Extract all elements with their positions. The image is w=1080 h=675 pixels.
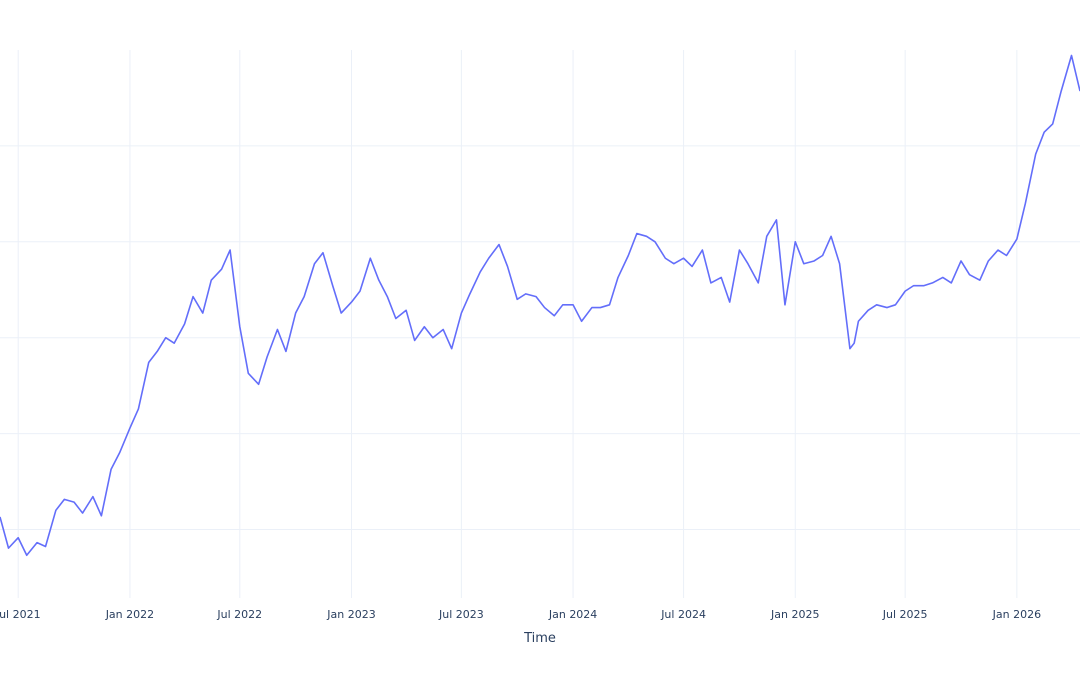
x-tick-labels: Jul 2021 Jan 2022 Jul 2022 Jan 2023 Jul 2023… — [0, 608, 1041, 621]
x-tick-label-0: Jul 2021 — [0, 608, 41, 621]
x-tick-label-4: Jul 2023 — [438, 608, 484, 621]
x-tick-label-5: Jan 2024 — [548, 608, 597, 621]
x-tick-label-1: Jan 2022 — [105, 608, 154, 621]
x-tick-label-8: Jul 2025 — [882, 608, 928, 621]
x-tick-label-3: Jan 2023 — [326, 608, 375, 621]
series-line-0 — [0, 54, 1080, 557]
x-gridlines — [17, 50, 1018, 598]
x-tick-label-7: Jan 2025 — [770, 608, 819, 621]
x-tick-label-9: Jan 2026 — [992, 608, 1041, 621]
series-layer — [0, 54, 1080, 557]
x-tick-label-6: Jul 2024 — [660, 608, 706, 621]
x-tick-label-2: Jul 2022 — [216, 608, 262, 621]
x-axis-title: Time — [523, 631, 556, 646]
y-gridlines — [0, 145, 1080, 530]
